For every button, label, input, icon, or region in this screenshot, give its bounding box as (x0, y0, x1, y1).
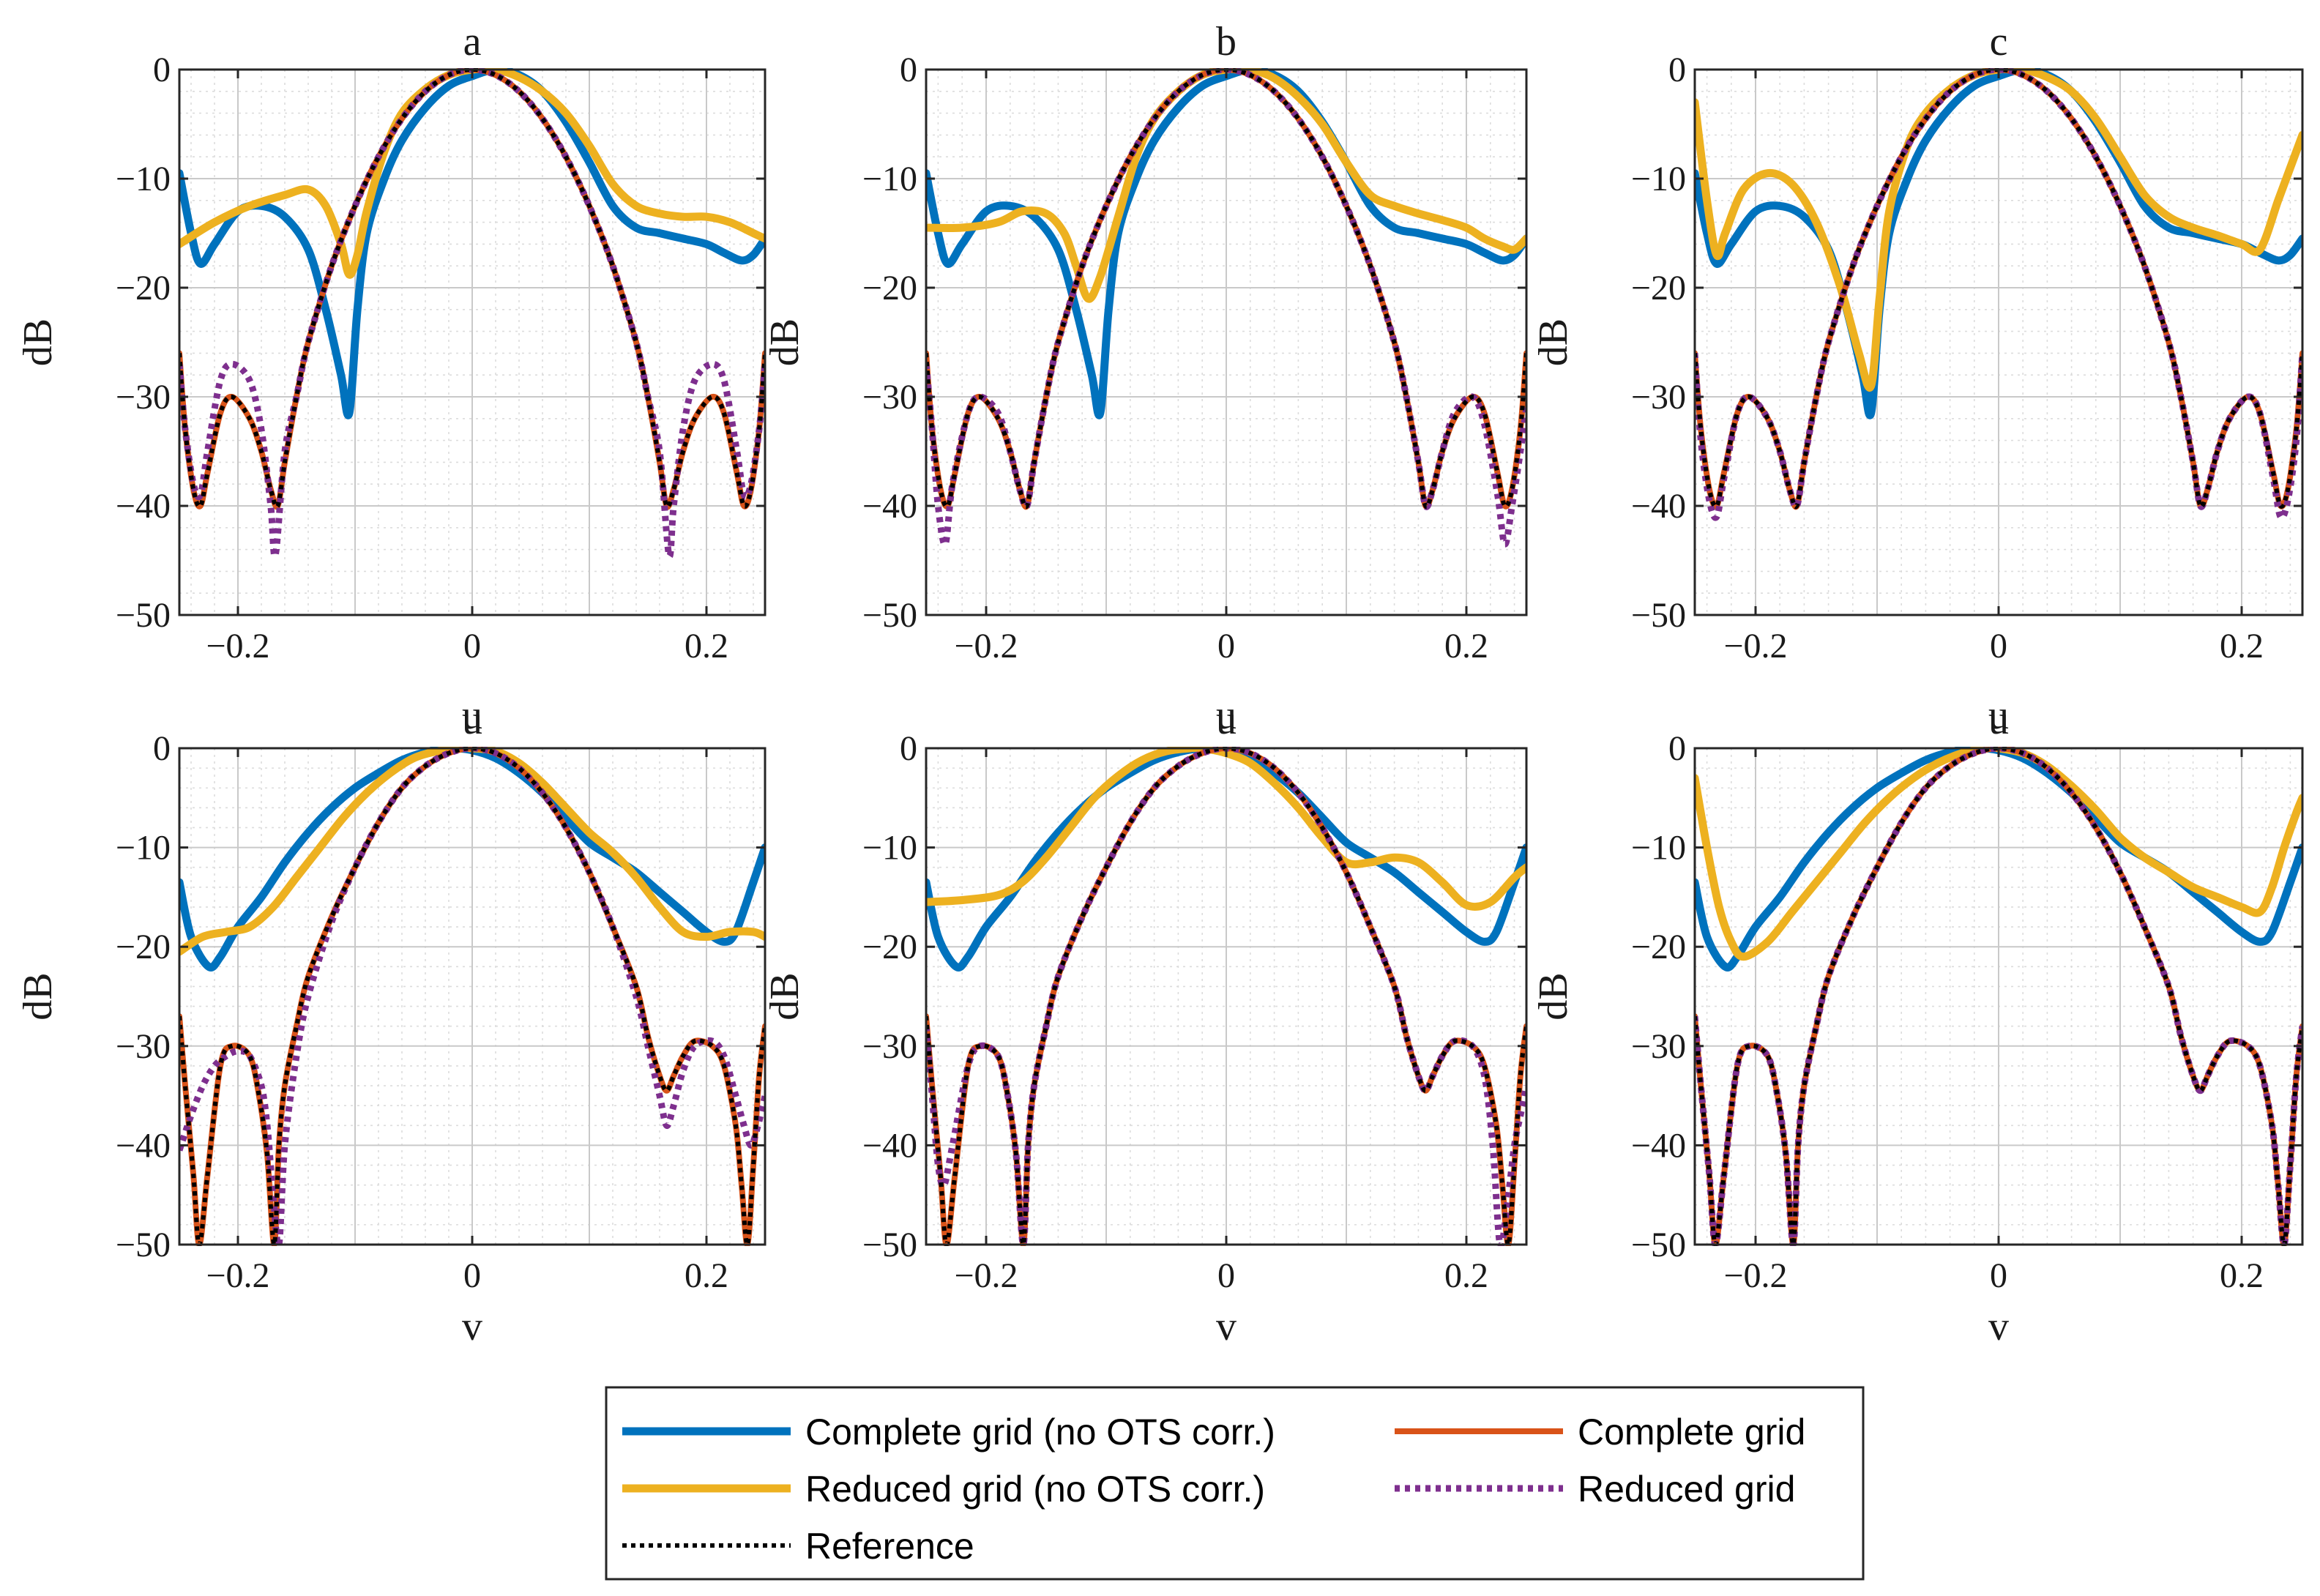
series-reduced (926, 68, 1526, 548)
y-tick-label: 0 (153, 729, 171, 768)
x-tick-label: −0.2 (206, 627, 269, 665)
x-tick-label: 0 (463, 627, 481, 665)
minor-grid (926, 70, 1526, 615)
series-reference (179, 68, 765, 510)
y-tick-label: −20 (116, 928, 171, 966)
x-axis-label: v (1216, 1304, 1237, 1349)
y-axis-label: dB (15, 318, 61, 366)
y-tick-label: −30 (1631, 378, 1686, 417)
x-tick-label: −0.2 (954, 1256, 1018, 1295)
x-tick-label: −0.2 (1723, 627, 1787, 665)
y-axis-label: dB (15, 972, 61, 1020)
y-tick-label: −30 (116, 378, 171, 417)
y-tick-label: −20 (862, 928, 917, 966)
y-tick-label: −20 (862, 269, 917, 307)
x-tick-label: −0.2 (1723, 1256, 1787, 1295)
y-tick-label: −40 (862, 1126, 917, 1165)
y-tick-label: 0 (900, 51, 917, 89)
legend-label-reference: Reference (805, 1526, 974, 1567)
series-reduced (1695, 68, 2302, 521)
x-tick-label: 0.2 (685, 1256, 728, 1295)
series-reference (1695, 747, 2302, 1246)
y-tick-label: −50 (116, 1226, 171, 1264)
y-tick-label: −30 (862, 1027, 917, 1066)
minor-grid (179, 70, 765, 615)
x-axis-label-b: u (1216, 693, 1237, 738)
series-complete-no-ots (179, 68, 765, 419)
x-tick-label: 0.2 (1444, 1256, 1488, 1295)
y-tick-label: −50 (116, 596, 171, 635)
y-tick-label: −50 (862, 596, 917, 635)
y-tick-label: −10 (1631, 160, 1686, 198)
series-complete-no-ots (926, 68, 1526, 419)
y-tick-label: −10 (1631, 829, 1686, 868)
series-reduced (926, 747, 1526, 1246)
y-tick-label: −50 (1631, 596, 1686, 635)
panel-b: −0.2 0 0.2 0 −10 −20 −30 −40 −50 b dB (762, 19, 1528, 665)
x-axis-label-a: u (462, 693, 482, 738)
y-tick-label: −40 (862, 487, 917, 526)
y-axis-label: dB (1531, 972, 1576, 1020)
panel-title: c (1990, 19, 2008, 64)
y-tick-label: −20 (1631, 269, 1686, 307)
x-tick-label: 0 (1217, 1256, 1235, 1295)
panel-title: b (1216, 19, 1237, 64)
x-tick-label: −0.2 (206, 1256, 269, 1295)
panel-c: −0.2 0 0.2 0 −10 −20 −30 −40 −50 c dB (1531, 19, 2304, 665)
y-tick-label: −40 (116, 1126, 171, 1165)
panel-title: u (462, 698, 482, 743)
legend: Complete grid (no OTS corr.) Complete gri… (605, 1386, 1865, 1581)
legend-label-complete-no-ots: Complete grid (no OTS corr.) (805, 1412, 1275, 1453)
x-tick-label: 0 (1217, 627, 1235, 665)
y-tick-label: −30 (116, 1027, 171, 1066)
y-tick-label: −10 (116, 160, 171, 198)
x-tick-label: 0 (1990, 1256, 2007, 1295)
x-tick-label: 0 (463, 1256, 481, 1295)
panel-d: −0.2 0 0.2 0 −10 −20 −30 −40 −50 u dB v (15, 698, 767, 1349)
y-tick-label: −10 (116, 829, 171, 868)
y-tick-label: −30 (1631, 1027, 1686, 1066)
x-axis-label: v (462, 1304, 482, 1349)
panel-title: u (1216, 698, 1237, 743)
y-tick-label: −40 (1631, 487, 1686, 526)
x-axis-label: v (1988, 1304, 2009, 1349)
panel-title: u (1988, 698, 2009, 743)
legend-box (605, 1386, 1865, 1581)
y-axis-label: dB (762, 318, 807, 366)
y-tick-label: −40 (1631, 1126, 1686, 1165)
panel-a: −0.2 0 0.2 0 −10 −20 −30 −40 −50 a dB (15, 19, 767, 665)
x-tick-label: −0.2 (954, 627, 1018, 665)
y-axis-label: dB (1531, 318, 1576, 366)
x-tick-label: 0.2 (1444, 627, 1488, 665)
y-tick-label: −10 (862, 160, 917, 198)
y-tick-label: −20 (116, 269, 171, 307)
legend-label-reduced-no-ots: Reduced grid (no OTS corr.) (805, 1469, 1265, 1510)
x-tick-label: 0.2 (2220, 1256, 2264, 1295)
y-tick-label: −30 (862, 378, 917, 417)
panel-f: −0.2 0 0.2 0 −10 −20 −30 −40 −50 u dB v (1531, 698, 2304, 1349)
y-tick-label: −20 (1631, 928, 1686, 966)
panel-title: a (463, 19, 482, 64)
x-tick-label: 0.2 (2220, 627, 2264, 665)
y-tick-label: 0 (1668, 729, 1686, 768)
x-tick-label: 0 (1990, 627, 2007, 665)
y-tick-label: −50 (862, 1226, 917, 1264)
series-reference (179, 747, 765, 1246)
y-tick-label: −40 (116, 487, 171, 526)
y-tick-label: −10 (862, 829, 917, 868)
legend-label-reduced: Reduced grid (1578, 1469, 1795, 1510)
series-reduced-no-ots (926, 747, 1526, 911)
y-tick-label: 0 (900, 729, 917, 768)
legend-label-complete: Complete grid (1578, 1412, 1805, 1453)
x-axis-label-c: u (1988, 693, 2009, 738)
y-tick-label: 0 (153, 51, 171, 89)
series-reference (926, 747, 1526, 1246)
y-tick-label: −50 (1631, 1226, 1686, 1264)
panel-e: −0.2 0 0.2 0 −10 −20 −30 −40 −50 u dB v (762, 698, 1528, 1349)
x-tick-label: 0.2 (685, 627, 728, 665)
y-tick-label: 0 (1668, 51, 1686, 89)
y-axis-label: dB (762, 972, 807, 1020)
